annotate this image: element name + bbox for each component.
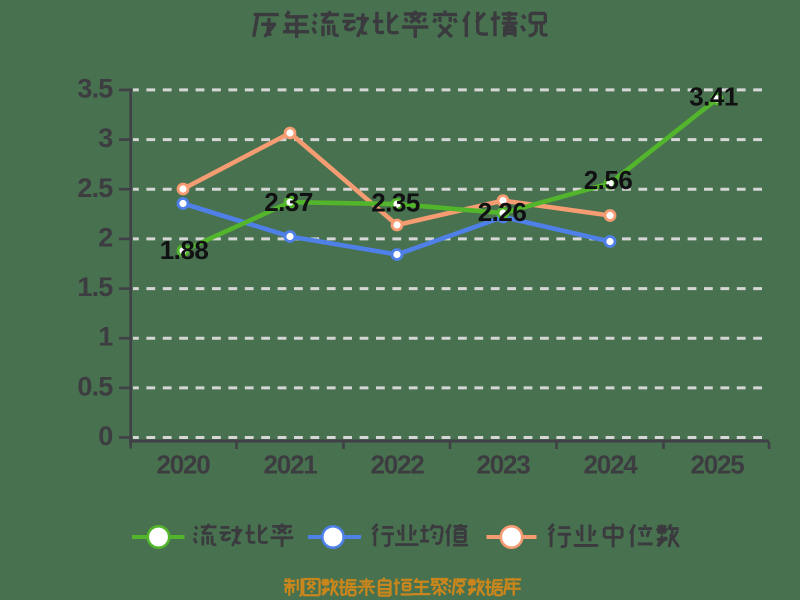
svg-text:2021: 2021 [263,450,317,480]
svg-text:3.41: 3.41 [689,82,738,112]
svg-text:1.5: 1.5 [77,272,113,302]
svg-text:2024: 2024 [583,450,638,480]
svg-text:2.37: 2.37 [264,187,313,217]
svg-text:2.56: 2.56 [584,165,633,195]
svg-text:2.35: 2.35 [371,188,420,218]
svg-text:2.5: 2.5 [77,173,113,203]
svg-text:2022: 2022 [370,450,424,480]
svg-text:1: 1 [98,322,113,352]
svg-text:0: 0 [98,421,112,451]
svg-text:3: 3 [98,123,113,153]
svg-text:2023: 2023 [476,450,530,480]
svg-text:1.88: 1.88 [160,235,209,265]
svg-text:0.5: 0.5 [77,371,113,401]
svg-text:2.26: 2.26 [478,197,527,227]
svg-text:2025: 2025 [690,450,744,480]
svg-text:2: 2 [98,222,112,252]
svg-text:2020: 2020 [156,450,210,480]
svg-text:3.5: 3.5 [77,73,113,103]
